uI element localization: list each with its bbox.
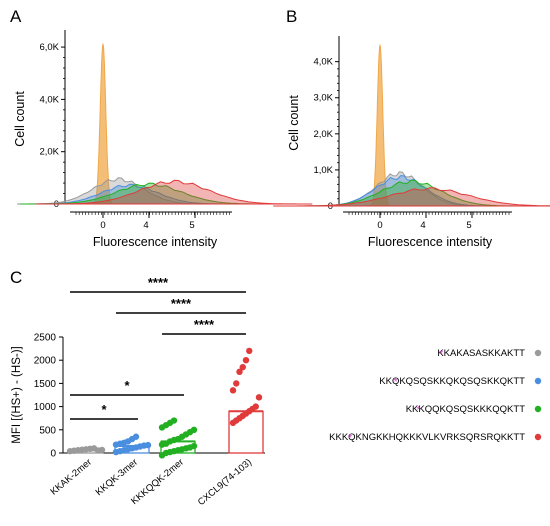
x-tick-label: 4: [420, 220, 425, 231]
x-tick-label: 5: [466, 220, 471, 231]
data-point-3: [242, 357, 250, 364]
data-point-3: [236, 368, 243, 375]
x-axis-title: Fluorescence intensity: [93, 235, 218, 249]
significance-label: *: [101, 402, 107, 417]
y-tick-label: 1000: [34, 402, 57, 413]
y-tick-label: 2000: [34, 356, 57, 367]
data-point-2: [190, 442, 198, 450]
legend-asterisk: *: [394, 377, 398, 388]
histogram-series-0: [368, 43, 392, 207]
x-category-label: CXCL9(74-103): [196, 457, 254, 508]
panel-letter-c: C: [10, 268, 22, 287]
y-tick-label: 3,0K: [313, 93, 333, 104]
data-point-3: [246, 347, 253, 355]
y-axis-title: MFI [(HS+) - (HS-)]: [11, 346, 23, 443]
y-tick-label: 2,0K: [313, 129, 333, 140]
y-tick-label: 2,0K: [39, 147, 59, 158]
x-category-label: KKAK-2mer: [48, 457, 93, 498]
legend-sequence: KKKQKNGKKHQKKKVLKVRKSQRSRQKKTT: [329, 432, 525, 443]
significance-label: ****: [171, 296, 192, 311]
histogram-series-4: [36, 179, 313, 205]
x-axis-title: Fluorescence intensity: [368, 235, 493, 249]
y-tick-label: 2500: [34, 333, 57, 344]
y-axis-title: Cell count: [287, 95, 301, 151]
legend-dot-0: [534, 349, 542, 357]
legend-asterisk: *: [348, 433, 352, 444]
y-tick-label: 4,0K: [313, 57, 333, 68]
data-point-2: [190, 426, 198, 433]
histogram-series-0: [91, 42, 115, 205]
y-tick-label: 0: [50, 449, 56, 460]
x-tick-label: 0: [100, 220, 105, 231]
y-tick-label: 500: [39, 425, 56, 436]
legend-sequence: KKQKQSQSKKQKQSQSKKQKTT: [379, 376, 525, 387]
data-point-2: [170, 417, 178, 424]
legend-asterisk: *: [439, 349, 443, 360]
significance-label: ****: [194, 317, 215, 332]
y-tick-label: 6,0K: [39, 42, 59, 53]
data-point-3: [255, 394, 263, 401]
data-point-3: [239, 363, 246, 371]
legend-sequence: KKKQQKQSQSKKKQQKTT: [406, 404, 526, 415]
bar-3: [228, 410, 264, 454]
legend-asterisk: *: [416, 405, 420, 416]
significance-label: ****: [148, 275, 169, 290]
panel-c-legend: KKAKASASKKAKTT*KKQKQSQSKKQKQSQSKKQKTT*KK…: [329, 348, 542, 444]
data-point-0: [98, 446, 106, 454]
legend-sequence: KKAKASASKKAKTT: [437, 348, 525, 359]
data-point-1: [132, 433, 140, 440]
x-tick-label: 4: [143, 220, 148, 231]
y-tick-label: 4,0K: [39, 94, 59, 105]
histogram-series-4: [273, 187, 550, 207]
data-point-3: [233, 380, 240, 387]
y-axis-title: Cell count: [13, 91, 27, 147]
legend-dot-3: [534, 433, 542, 441]
data-point-3: [252, 403, 259, 410]
significance-label: *: [124, 378, 130, 393]
data-point-3: [229, 387, 237, 394]
panel-c: C 0 500 1000 1500 2000 2500 MFI [(HS+) - (HS-)…: [10, 268, 265, 508]
panel-letter-a: A: [10, 7, 22, 26]
y-tick-label: 1500: [34, 379, 57, 390]
x-tick-label: 5: [189, 220, 194, 231]
legend-dot-2: [534, 405, 542, 413]
x-category-label: KKQK-3mer: [94, 457, 140, 498]
legend-dot-1: [534, 377, 542, 385]
y-tick-label: 1,0K: [313, 165, 333, 176]
data-point-1: [144, 441, 152, 449]
panel-letter-b: B: [286, 7, 297, 26]
x-tick-label: 0: [377, 220, 382, 231]
